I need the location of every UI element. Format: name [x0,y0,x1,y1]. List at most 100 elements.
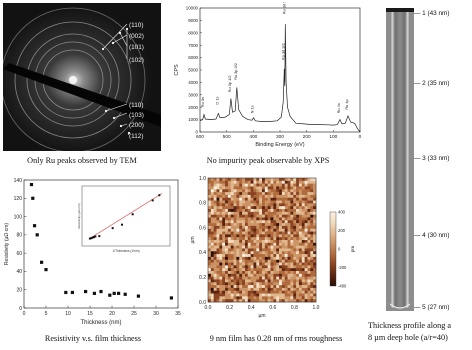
afm-panel: 0.0 0.2 0.4 0.6 0.8 1.0 0.0 0.2 0.4 0.6 0.8 1.0 µm µm… [188,174,364,334]
res-data-point [99,289,103,294]
res-data-point [136,294,140,298]
profile-panel [384,8,472,318]
tem-label-top-3: (101) [129,44,144,51]
xps-peak-label: Ru 3p 1/2 [227,75,232,92]
xps-panel: 0 1000 2000 3000 4000 5000 6000 7000 8000 9000 100… [170,0,366,152]
afm-y-tick-label: 1.0 [199,176,206,182]
res-data-point [169,296,173,300]
afm-x-tick-label: 0.6 [269,305,276,311]
afm-y-tick-label: 0.0 [199,300,206,306]
tem-label-bottom-2: (103) [129,112,144,119]
xps-y-tick-label: 6000 [188,55,198,60]
res-inset-point [98,235,101,238]
profile-marker: — 2 (35 nm) [414,80,450,87]
res-inset-point [111,227,114,230]
res-x-tick-label: 30 [153,311,159,317]
res-y-tick-label: 140 [14,178,23,184]
xps-y-tick-label: 3000 [188,92,198,97]
res-data-point [70,290,74,295]
profile-marker: — 1 (43 nm) [414,10,450,17]
res-inset-point [131,213,134,216]
res-data-point [123,292,127,296]
res-y-tick-label: 100 [14,214,23,220]
res-data-point [29,182,34,187]
res-data-point [35,233,39,237]
res-y-tick-label: 60 [16,251,22,257]
xps-peak-label: Ru 4p [344,99,349,109]
afm-colorbar [329,211,337,287]
resistivity-caption: Resistivity v.s. film thickness [44,334,142,343]
res-inset-point [90,237,93,240]
res-data-point [40,260,44,264]
xps-peak-label: Ru 3s [200,97,205,107]
profile-marker: — 3 (33 nm) [414,155,450,162]
res-inset-point [89,237,91,240]
xps-x-axis-label: Binding Energy (eV) [255,142,304,148]
profile-caption-line1: Thickness profile along a [368,321,451,330]
xps-peak-label: Ru 3p 3/2 [233,63,238,80]
xps-y-tick-label: 2000 [188,105,198,110]
central-spot [69,76,77,84]
afm-y-tick-label: 0.2 [199,275,206,281]
res-x-tick-label: 10 [65,311,71,317]
tem-label-top-4: (102) [129,57,144,64]
tem-diffraction-image: (110) (002) (101) (102) (110) (103) (200… [0,3,161,153]
beam-stop [3,63,161,127]
afm-y-axis-label: µm [190,236,196,243]
tem-panel: (110) (002) (101) (102) (110) (103) (200… [0,3,161,153]
afm-colorbar-tick-label: 0 [338,247,341,252]
afm-y-tick-label: 0.4 [199,250,206,256]
res-x-tick-label: 20 [109,311,115,317]
xps-y-tick-label: 5000 [188,68,198,73]
xps-x-tick-label: 100 [329,134,337,140]
xps-caption: No impurity peak observable by XPS [206,156,330,165]
res-inset-point [93,236,95,239]
res-x-tick-label: 15 [87,311,93,317]
res-y-tick-label: 80 [16,233,22,239]
xps-y-tick-label: 0 [196,130,199,135]
res-inset-point [158,194,161,197]
xps-peak-label: O 1s [214,96,219,104]
res-inset-point [151,199,154,202]
afm-x-tick-label: 0.2 [226,305,233,311]
res-x-tick-label: 25 [131,311,137,317]
afm-colorbar-tick-label: 200 [338,228,346,233]
tem-caption: Only Ru peaks observed by TEM [27,156,137,165]
xps-y-tick-label: 9000 [188,18,198,23]
tem-label-bottom-4: (112) [129,133,143,140]
res-y-tick-label: 120 [14,196,23,202]
xps-y-tick-label: 1000 [188,117,198,122]
tem-label-bottom-3: (200) [129,122,144,129]
res-inset-fit-line [88,193,163,240]
res-x-axis-label: Thickness (nm) [80,320,121,326]
xps-y-axis-label: CPS [174,64,180,76]
xps-peak-label: Ru 3d 5/2 [281,2,286,14]
xps-y-tick-label: 10000 [186,6,199,11]
res-data-point [108,293,112,297]
res-inset-x-label: 1/Thickness (1/nm) [112,249,139,253]
res-y-tick-label: 40 [16,269,22,275]
xps-spectrum-line [199,24,361,133]
afm-caption: 9 nm film has 0.28 nm of rms roughness [209,334,343,343]
xps-x-tick-label: 0 [359,134,362,140]
tem-label-top-1: (110) [129,22,143,29]
res-data-point [117,291,121,295]
profile-caption-line2: 8 µm deep hole (a/r=40) [368,333,448,342]
afm-x-tick-label: 0.4 [248,305,255,311]
xps-x-tick-label: 600 [196,134,204,140]
res-data-point [44,268,48,272]
res-data-point [31,196,35,200]
afm-x-tick-label: 1.0 [313,305,320,311]
res-x-tick-label: 5 [45,311,48,317]
res-y-tick-label: 20 [16,288,22,294]
tem-label-bottom-1: (110) [129,102,143,109]
afm-x-axis-label: µm [258,313,265,319]
xps-x-tick-label: 300 [276,134,284,140]
xps-peak-label: Ru 4s [336,103,341,113]
afm-colorbar-tick-label: -200 [338,265,347,270]
afm-x-tick-label: 0.8 [291,305,298,311]
res-data-point [84,289,88,294]
afm-plot-frame [207,177,317,303]
hole-trench [390,10,410,308]
res-inset-point [121,223,123,226]
